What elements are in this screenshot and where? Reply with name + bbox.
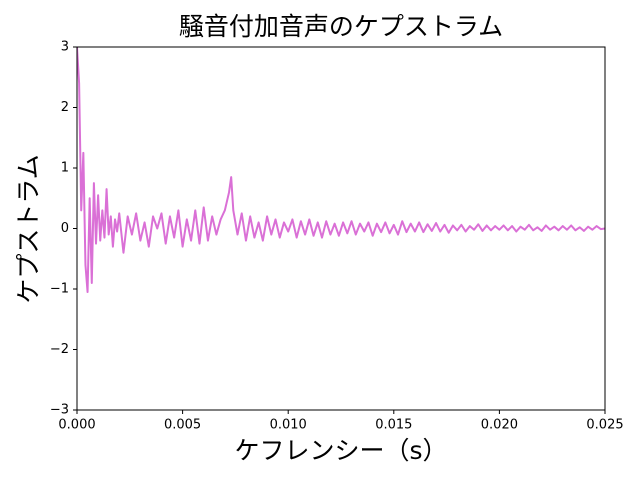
x-tick-label: 0.000 — [58, 418, 95, 433]
y-tick-label: −1 — [50, 282, 69, 297]
chart-title: 騒音付加音声のケプストラム — [179, 12, 503, 41]
x-tick-label: 0.025 — [586, 418, 623, 433]
y-tick-label: 2 — [61, 100, 69, 115]
x-tick-label: 0.010 — [270, 418, 307, 433]
y-tick-label: −2 — [50, 342, 69, 357]
x-tick-label: 0.020 — [481, 418, 518, 433]
data-line — [77, 47, 605, 294]
y-tick-label: 1 — [61, 161, 69, 176]
x-axis-label: ケフレンシー（s） — [234, 436, 447, 465]
plot-frame — [76, 46, 606, 411]
x-tick-label: 0.005 — [164, 418, 201, 433]
y-tick-label: 3 — [61, 40, 69, 55]
x-tick-label: 0.015 — [375, 418, 412, 433]
y-tick-label: −3 — [50, 403, 69, 418]
y-axis-label: ケプストラム — [14, 154, 43, 303]
y-tick-label: 0 — [61, 221, 69, 236]
